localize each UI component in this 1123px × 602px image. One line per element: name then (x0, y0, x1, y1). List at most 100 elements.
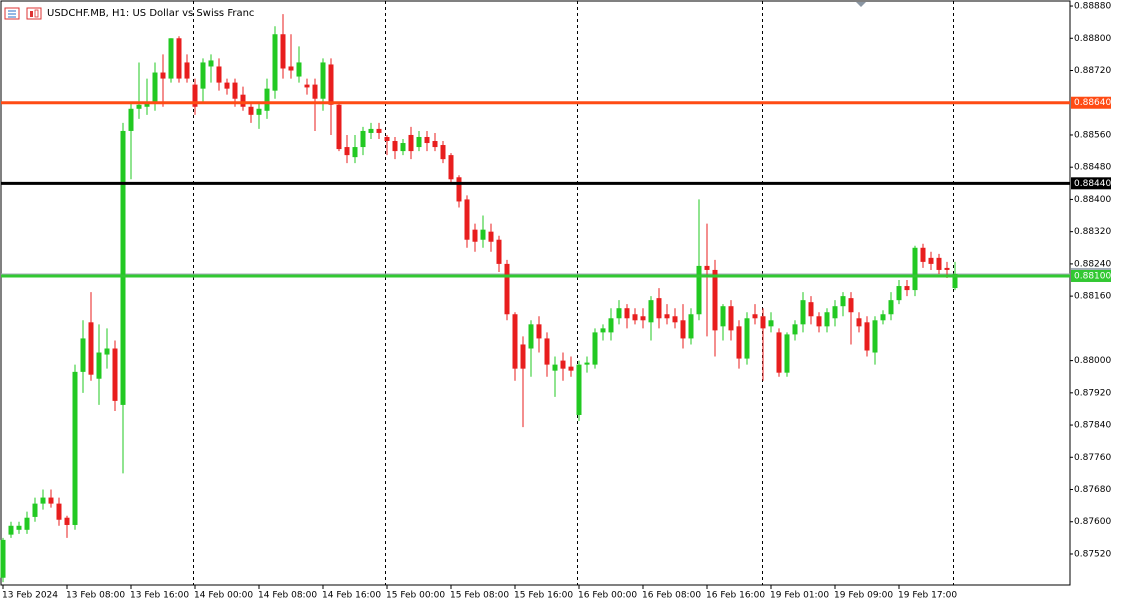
candle-body (200, 62, 206, 89)
x-tick-label: 19 Feb 17:00 (898, 591, 957, 601)
candle-body (808, 302, 814, 317)
price-tag (1071, 96, 1111, 109)
candle-body (832, 306, 838, 319)
candle-body (664, 314, 670, 319)
candle-body (824, 312, 830, 327)
candle-body (760, 316, 766, 329)
candle-body (928, 257, 934, 264)
y-tick-label: 0.88320 (1074, 227, 1111, 237)
candle-body (232, 82, 238, 99)
chart-title: USDCHF.MB, H1: US Dollar vs Swiss Franc (47, 8, 254, 19)
y-tick-label: 0.88560 (1074, 130, 1111, 140)
candle-body (64, 517, 70, 525)
candle-body (936, 257, 942, 270)
candle-body (728, 306, 734, 331)
candle-body (752, 314, 758, 319)
candle-body (520, 344, 526, 369)
candle-body (640, 316, 646, 321)
candle-body (792, 324, 798, 335)
candle-body (848, 298, 854, 313)
candle-body (720, 306, 726, 327)
icon (30, 11, 33, 17)
candle-body (536, 324, 542, 339)
candle-body (24, 517, 30, 530)
candle-body (528, 324, 534, 349)
candle-body (608, 318, 614, 333)
candle-body (496, 239, 502, 264)
candle-body (96, 352, 102, 379)
y-tick-label: 0.88400 (1074, 195, 1111, 205)
candle-body (112, 348, 118, 401)
candle-body (304, 84, 310, 88)
y-tick-label: 0.88880 (1074, 2, 1111, 12)
icon (26, 7, 42, 20)
y-tick-label: 0.87600 (1074, 517, 1111, 527)
candle-body (768, 320, 774, 327)
candle-body (288, 66, 294, 71)
candle-body (384, 136, 390, 142)
candle-body (888, 300, 894, 315)
candle-body (224, 82, 230, 89)
candle-body (192, 84, 198, 107)
x-tick-label: 13 Feb 2024 (2, 591, 58, 601)
x-tick-label: 14 Feb 08:00 (258, 591, 317, 601)
candle-body (0, 539, 6, 578)
candle-body (472, 229, 478, 242)
candle-body (816, 316, 822, 327)
y-tick-label: 0.87840 (1074, 421, 1111, 431)
y-tick-label: 0.87760 (1074, 453, 1111, 463)
x-tick-label: 13 Feb 08:00 (66, 591, 125, 601)
candle-body (440, 145, 446, 160)
y-tick-label: 0.88160 (1074, 292, 1111, 302)
candle-body (280, 34, 286, 69)
candle-body (312, 84, 318, 99)
candle-body (152, 72, 158, 103)
candle-body (504, 263, 510, 315)
candle-body (632, 314, 638, 321)
x-tick-label: 13 Feb 16:00 (130, 591, 189, 601)
shift-marker (856, 2, 866, 7)
candle-body (240, 94, 246, 107)
candle-body (456, 177, 462, 202)
candle-body (800, 300, 806, 325)
candle-body (32, 503, 38, 517)
candle-body (576, 364, 582, 415)
candle-body (784, 334, 790, 373)
y-tick-label: 0.88720 (1074, 66, 1111, 76)
x-tick-label: 19 Feb 09:00 (834, 591, 893, 601)
x-tick-label: 15 Feb 08:00 (450, 591, 509, 601)
candle-body (896, 286, 902, 301)
x-tick-label: 14 Feb 16:00 (322, 591, 381, 601)
candle-body (352, 147, 358, 158)
candle-body (40, 497, 46, 504)
candle-body (320, 62, 326, 99)
candle-body (680, 320, 686, 339)
candle-body (296, 62, 302, 77)
candle-body (128, 108, 134, 131)
y-tick-label: 0.87680 (1074, 485, 1111, 495)
candle-body (168, 38, 174, 79)
candle-body (408, 134, 414, 152)
candle-body (56, 503, 62, 520)
candle-body (704, 265, 710, 270)
y-tick-label: 0.88480 (1074, 163, 1111, 173)
candle-body (216, 66, 222, 83)
candle-body (944, 267, 950, 270)
candle-body (584, 362, 590, 365)
candle-body (688, 314, 694, 339)
x-tick-label: 15 Feb 00:00 (386, 591, 445, 601)
icon (34, 9, 39, 18)
candle-body (416, 136, 422, 148)
y-tick-label: 0.88800 (1074, 34, 1111, 44)
candle-body (464, 199, 470, 240)
candle-body (840, 296, 846, 307)
candle-body (512, 314, 518, 369)
candle-body (72, 371, 78, 525)
price-tag-label: 0.88100 (1074, 271, 1111, 281)
candle-body (208, 60, 214, 67)
candle-body (736, 326, 742, 359)
candle-body (592, 332, 598, 365)
candle-body (360, 130, 366, 148)
